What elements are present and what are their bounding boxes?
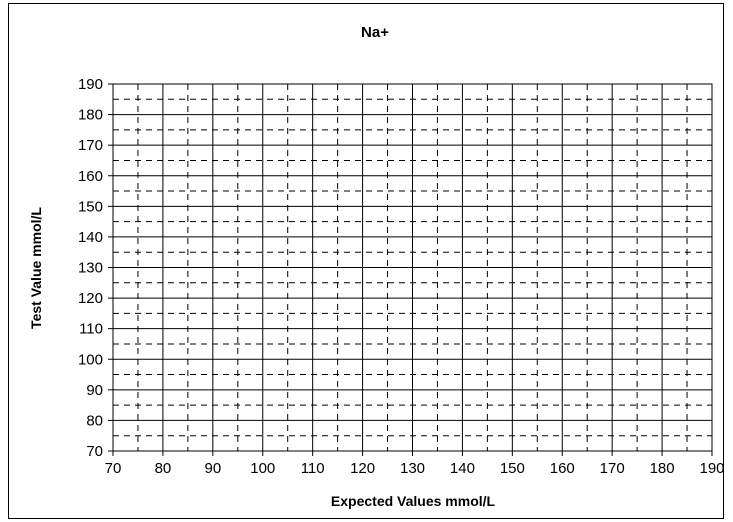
y-tick-label: 160 xyxy=(78,168,103,185)
y-tick-label: 140 xyxy=(78,229,103,246)
x-tick-label: 100 xyxy=(250,460,275,477)
y-tick-label: 90 xyxy=(86,382,103,399)
plot-area: 70 80 90 100 110 120 130 140 150 160 170 180 190 70 80… xyxy=(78,76,725,477)
x-tick-label: 180 xyxy=(650,460,675,477)
x-tick-label: 80 xyxy=(155,460,172,477)
y-tick-label: 130 xyxy=(78,260,103,277)
x-tick-label: 190 xyxy=(699,460,724,477)
x-tick-label: 90 xyxy=(204,460,221,477)
y-tick-label: 190 xyxy=(78,76,103,93)
x-tick-label: 140 xyxy=(450,460,475,477)
y-tick-label: 110 xyxy=(79,321,103,338)
y-tick-label: 70 xyxy=(86,443,103,460)
y-axis-label: Test Value mmol/L xyxy=(28,207,44,329)
x-tick-label: 120 xyxy=(350,460,375,477)
plot-border xyxy=(112,83,713,452)
y-tick-label: 80 xyxy=(86,412,103,429)
y-tick-label: 180 xyxy=(78,107,103,124)
y-tick-label: 100 xyxy=(78,351,103,368)
x-axis-label: Expected Values mmol/L xyxy=(331,493,496,509)
y-tick-label: 170 xyxy=(78,137,103,154)
chart-frame xyxy=(8,3,724,519)
y-tick-label: 150 xyxy=(78,198,103,215)
chart-title: Na+ xyxy=(361,24,389,41)
x-tick-label: 150 xyxy=(500,460,525,477)
x-tick-label: 70 xyxy=(105,460,122,477)
x-tick-label: 130 xyxy=(400,460,425,477)
x-tick-label: 110 xyxy=(301,460,325,477)
y-tick-label: 120 xyxy=(78,290,103,307)
x-tick-label: 160 xyxy=(550,460,575,477)
x-tick-label: 170 xyxy=(600,460,625,477)
